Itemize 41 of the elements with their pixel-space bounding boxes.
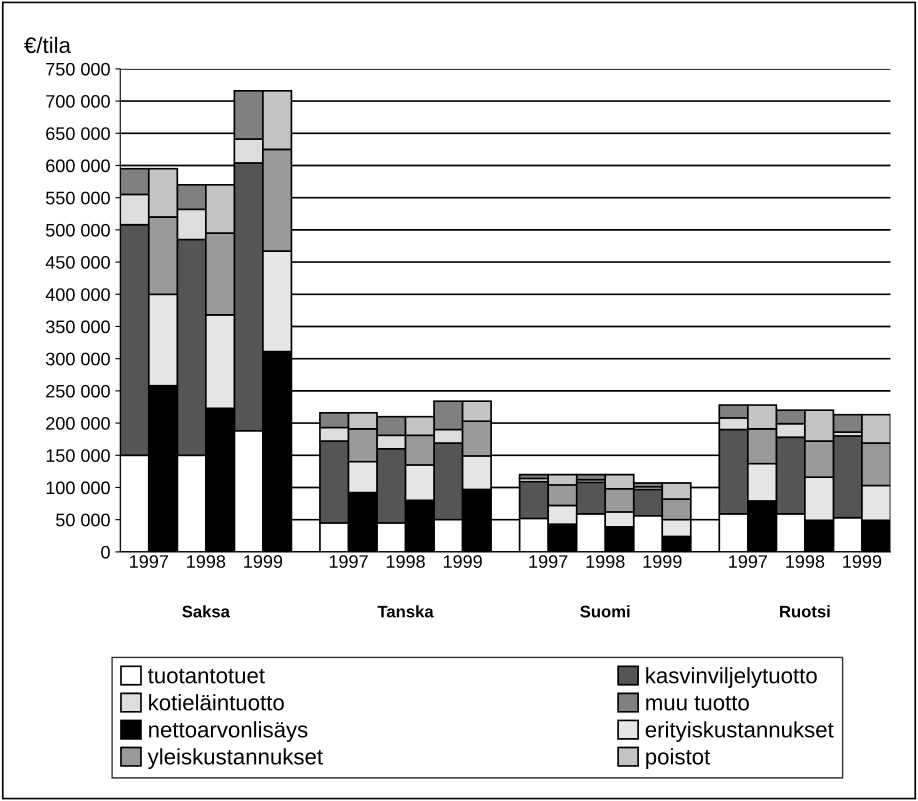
y-tick-label: 500 000: [46, 224, 110, 237]
x-tick-label: 1998: [586, 555, 624, 568]
legend-label: erityiskustannukset: [646, 721, 834, 742]
y-tick-label: 150 000: [46, 449, 110, 462]
y-tick-label: 400 000: [46, 288, 110, 302]
y-tick-label: 600 000: [46, 159, 110, 172]
x-tick-label: 1998: [386, 555, 425, 568]
x-tick-label: 1999: [644, 555, 682, 568]
y-tick-label: 250 000: [46, 384, 110, 398]
x-tick-label: 1997: [130, 555, 168, 568]
x-tick-label: 1997: [729, 555, 768, 568]
x-tick-label: 1999: [444, 555, 482, 568]
y-tick-label: 350 000: [46, 320, 110, 334]
text: Ruotsi: [780, 605, 830, 618]
y-tick-label: 750 000: [46, 62, 110, 76]
x-tick-label: 1997: [330, 555, 368, 568]
legend-label: nettoarvonlisäys: [149, 721, 308, 742]
y-tick-label: 450 000: [46, 256, 110, 269]
text: Suomi: [580, 605, 630, 618]
legend-label: muu tuotto: [646, 696, 749, 710]
y-tick-label: 700 000: [46, 95, 110, 108]
x-tick-label: 1998: [786, 555, 824, 568]
y-tick-label: 0: [101, 546, 110, 559]
legend-label: tuotantotuet: [148, 668, 265, 684]
x-tick-label: 1997: [529, 555, 568, 568]
y-tick-label: 300 000: [46, 352, 110, 366]
y-axis-title: €/tila: [24, 36, 71, 54]
legend-label: kasvinviljelytuotto: [646, 667, 817, 688]
y-tick-label: 50 000: [56, 514, 110, 526]
y-tick-label: 550 000: [46, 192, 110, 204]
legend-label: kotieläintuotto: [149, 694, 284, 710]
legend-label: poistot: [646, 748, 710, 769]
y-tick-label: 650 000: [46, 127, 110, 140]
text: Saksa: [182, 605, 230, 618]
x-tick-label: 1999: [244, 555, 282, 568]
y-tick-label: 100 000: [46, 481, 110, 494]
x-tick-label: 1999: [843, 555, 882, 568]
legend-label: yleiskustannukset: [148, 748, 323, 769]
text: Tanska: [378, 605, 434, 618]
y-tick-label: 200 000: [46, 417, 110, 430]
x-tick-label: 1998: [187, 555, 226, 568]
